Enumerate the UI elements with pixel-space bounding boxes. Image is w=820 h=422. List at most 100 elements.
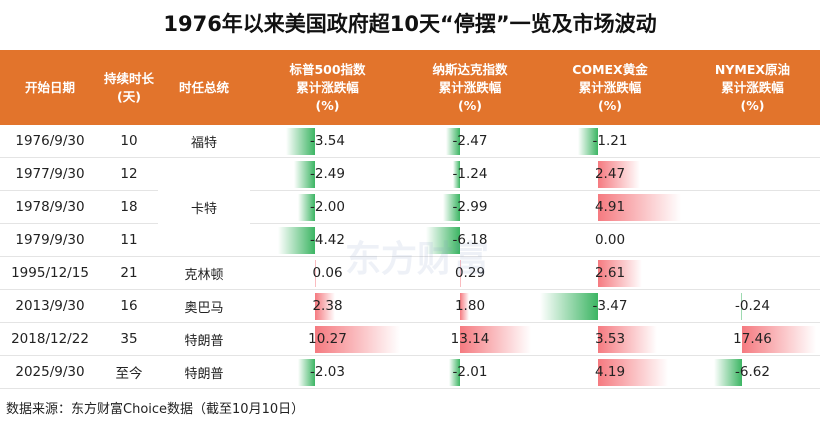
value-label: -2.00 (310, 199, 345, 215)
value-cell: -3.54 (250, 125, 405, 158)
negative-bar (298, 194, 316, 221)
header-line: (%) (740, 97, 765, 113)
date-cell: 1978/9/30 (0, 190, 100, 224)
date-cell: 2018/12/22 (0, 322, 100, 356)
date-cell: 2025/9/30 (0, 355, 100, 389)
header-line: 时任总统 (178, 79, 229, 95)
header-row: 开始日期 持续时长 (天) 时任总统 标普500指数 累计涨跌幅 (%) 纳斯达克指数 累计涨跌… (0, 50, 820, 125)
positive-bar (598, 359, 669, 386)
value-cell (685, 223, 820, 257)
value-label: -0.24 (735, 298, 770, 314)
header-line: (%) (315, 97, 340, 113)
value-cell: 1.80 (405, 289, 535, 323)
value-label: 2.38 (312, 298, 343, 314)
value-label: 4.19 (594, 364, 626, 380)
value-label: -2.01 (452, 364, 488, 380)
days-cell: 12 (100, 157, 158, 191)
header-line: 纳斯达克指数 (432, 61, 508, 77)
negative-bar (740, 293, 742, 320)
row: 1977/9/30 12 卡特 -2.49 -1.24 2.47 (0, 157, 820, 257)
header-cell: COMEX黄金 累计涨跌幅 (%) (535, 50, 685, 125)
value-cell: -1.21 (535, 125, 685, 158)
negative-bar (285, 128, 316, 155)
positive-bar (459, 260, 462, 287)
value-cell (685, 190, 820, 224)
president-cell: 卡特 (158, 157, 250, 257)
header-line: 累计涨跌幅 (578, 79, 642, 95)
header-cell: NYMEX原油 累计涨跌幅 (%) (685, 50, 820, 125)
header-cell: 持续时长 (天) (100, 50, 158, 125)
days-cell: 35 (100, 322, 158, 356)
value-label: 3.53 (594, 331, 626, 347)
positive-bar (459, 293, 470, 320)
header-line: 累计涨跌幅 (438, 79, 502, 95)
header-line: 累计涨跌幅 (296, 79, 359, 95)
value-cell: -2.03 (250, 355, 405, 389)
negative-bar (713, 359, 742, 386)
president-cell: 克林顿 (158, 256, 250, 290)
value-cell: 4.19 (535, 355, 685, 389)
positive-bar (598, 260, 642, 287)
header-line: COMEX黄金 (572, 61, 648, 77)
days-cell: 11 (100, 223, 158, 257)
header-cell: 标普500指数 累计涨跌幅 (%) (250, 50, 405, 125)
date-cell: 1977/9/30 (0, 157, 100, 191)
row: 2013/9/30 16 奥巴马 2.38 1.80 -3.47 -0.24 (0, 289, 820, 323)
negative-bar (452, 161, 460, 188)
value-label: 2.61 (594, 265, 626, 281)
value-cell: -2.99 (405, 190, 535, 224)
positive-bar (741, 326, 816, 353)
value-label: -2.03 (310, 364, 345, 380)
value-label: -3.47 (592, 298, 628, 314)
value-label: 0.29 (454, 265, 486, 281)
value-cell: -3.47 (535, 289, 685, 323)
value-label: -1.24 (452, 166, 488, 182)
days-cell: 至今 (100, 355, 158, 389)
negative-bar (448, 359, 460, 386)
value-label: 13.14 (450, 331, 490, 347)
president-cell: 福特 (158, 125, 250, 158)
value-cell: 2.47 (535, 157, 685, 191)
header-cell: 时任总统 (158, 50, 250, 125)
value-label: -2.99 (452, 199, 488, 215)
source: 数据来源：东方财富Choice数据（截至10月10日） (6, 402, 305, 417)
negative-bar (446, 128, 460, 155)
header-line: (%) (598, 97, 622, 113)
negative-bar (278, 227, 316, 254)
header-cell: 纳斯达克指数 累计涨跌幅 (%) (405, 50, 535, 125)
date-cell: 1979/9/30 (0, 223, 100, 257)
value-cell: -4.42 (250, 223, 405, 257)
days-cell: 21 (100, 256, 158, 290)
row: 1978/9/30 18 -2.00 -2.99 4.91 (0, 190, 820, 224)
title: 1976年以来美国政府超10天“停摆”一览及市场波动 (163, 12, 657, 36)
negative-bar (425, 227, 460, 254)
value-cell: 10.27 (250, 322, 405, 356)
positive-bar (459, 326, 532, 353)
header-cell: 开始日期 (0, 50, 100, 125)
header-line: (%) (458, 97, 482, 113)
value-label: 4.91 (594, 199, 626, 215)
value-cell: 3.53 (535, 322, 685, 356)
value-label: 2.47 (594, 166, 626, 182)
value-label: 1.80 (454, 298, 486, 314)
header-line: NYMEX原油 (714, 61, 791, 77)
value-label: 0.06 (312, 265, 343, 281)
value-label: -3.54 (310, 133, 345, 149)
date-cell: 2013/9/30 (0, 289, 100, 323)
days-cell: 16 (100, 289, 158, 323)
president-cell: 特朗普 (158, 355, 250, 389)
value-cell: -6.62 (685, 355, 820, 389)
value-cell: 4.91 (535, 190, 685, 224)
positive-bar (598, 326, 658, 353)
value-cell: -6.18 (405, 223, 535, 257)
header-line: 开始日期 (24, 79, 75, 95)
value-cell (685, 125, 820, 158)
negative-bar (298, 359, 316, 386)
table: 开始日期 持续时长 (天) 时任总统 标普500指数 累计涨跌幅 (%) 纳斯达克指数 累计涨跌… (0, 50, 820, 389)
date-cell: 1995/12/15 (0, 256, 100, 290)
row: 1976/9/30 10 福特 -3.54 -2.47 -1.21 (0, 125, 820, 158)
value-cell: -0.24 (685, 289, 820, 323)
president-cell: 特朗普 (158, 322, 250, 356)
table-body: 1976/9/30 10 福特 -3.54 -2.47 -1.21 1977/9/30 12 卡… (0, 125, 820, 389)
days-cell: 10 (100, 125, 158, 158)
